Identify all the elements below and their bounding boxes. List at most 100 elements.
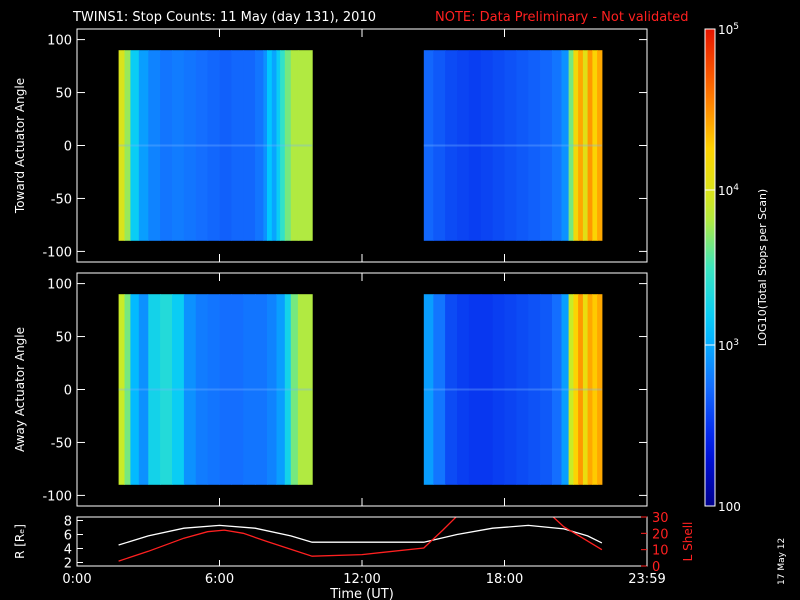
heatmap-column xyxy=(124,50,131,241)
lshell-series-line xyxy=(552,517,603,551)
heatmap-column xyxy=(468,294,482,485)
heatmap-column xyxy=(231,50,244,241)
toward-actuator-panel: 100 50 0 -50 -100 Toward Actuator Angle xyxy=(13,28,648,263)
y2-tick-label: 30 xyxy=(652,511,669,526)
heatmap-column xyxy=(297,294,313,485)
figure-title: TWINS1: Stop Counts: 11 May (day 131), 2… xyxy=(72,10,376,25)
heatmap-column xyxy=(138,294,149,485)
heatmap-column xyxy=(528,294,541,485)
heatmap-column xyxy=(516,294,529,485)
x-tick-label: 23:59 xyxy=(628,572,665,587)
heatmap-column xyxy=(540,50,553,241)
heatmap-column xyxy=(597,50,603,241)
y-axis-label: Toward Actuator Angle xyxy=(13,78,27,214)
y-tick-label: 4 xyxy=(64,543,72,558)
y-tick-label: 100 xyxy=(47,278,72,293)
zero-angle-stripe xyxy=(423,144,602,147)
away-actuator-panel: 100 50 0 -50 -100 Away Actuator Angle xyxy=(13,272,648,507)
heatmap-column xyxy=(492,50,505,241)
heatmap-column xyxy=(183,294,197,485)
heatmap-column xyxy=(219,294,232,485)
x-tick-label: 12:00 xyxy=(343,572,380,587)
heatmap-column xyxy=(207,294,220,485)
heatmap-column xyxy=(480,294,494,485)
colorbar-label: LOG10(Total Stops per Scan) xyxy=(756,189,769,346)
heatmap-column xyxy=(582,50,589,241)
heatmap-column xyxy=(528,50,541,241)
colorbar-tick-label: 103 xyxy=(718,338,739,353)
heatmap-column xyxy=(592,294,598,485)
heatmap-column xyxy=(267,294,277,485)
heatmap-column xyxy=(255,50,264,241)
heatmap-column xyxy=(578,294,584,485)
heatmap-column xyxy=(284,294,292,485)
y-tick-label: 50 xyxy=(55,87,72,102)
heatmap-column xyxy=(445,50,458,241)
y-axis-label: Away Actuator Angle xyxy=(13,327,27,452)
y-tick-label: 2 xyxy=(64,557,72,572)
heatmap-column xyxy=(573,294,579,485)
heatmap-column xyxy=(195,294,209,485)
y-tick-label: -100 xyxy=(42,489,72,504)
heatmap-column xyxy=(540,294,553,485)
y-axis-label: R [Rₑ] xyxy=(13,524,27,559)
lshell-series-line xyxy=(118,517,457,562)
heatmap-column xyxy=(280,50,286,241)
heatmap-column xyxy=(290,50,299,241)
heatmap-column xyxy=(276,50,281,241)
heatmap-column xyxy=(480,50,494,241)
heatmap-column xyxy=(568,50,574,241)
heatmap-column xyxy=(433,50,446,241)
heatmap-column xyxy=(552,50,562,241)
heatmap-column xyxy=(468,50,482,241)
heatmap-column xyxy=(297,50,313,241)
zero-angle-stripe xyxy=(118,388,313,391)
y-tick-label: 6 xyxy=(64,529,72,544)
heatmap-column xyxy=(433,294,446,485)
heatmap-column xyxy=(457,50,470,241)
x-tick-label: 18:00 xyxy=(486,572,523,587)
heatmap-column xyxy=(504,50,517,241)
heatmap-column xyxy=(148,294,161,485)
y2-axis-label: L Shell xyxy=(681,522,695,562)
heatmap-column xyxy=(183,50,197,241)
colorbar-tick-label: 104 xyxy=(718,183,739,198)
heatmap-column xyxy=(219,50,232,241)
heatmap-column xyxy=(276,294,286,485)
y-tick-label: 100 xyxy=(47,34,72,49)
heatmap-column xyxy=(195,50,209,241)
heatmap-column xyxy=(118,50,125,241)
heatmap-column xyxy=(457,294,470,485)
zero-angle-stripe xyxy=(118,144,313,147)
heatmap-column xyxy=(597,294,603,485)
heatmap-column xyxy=(243,294,256,485)
preliminary-note: NOTE: Data Preliminary - Not validated xyxy=(435,10,689,25)
y-tick-label: -50 xyxy=(51,192,72,207)
heatmap-column xyxy=(423,50,434,241)
heatmap-column xyxy=(445,294,458,485)
heatmap-column xyxy=(423,294,434,485)
y-tick-label: -50 xyxy=(51,436,72,451)
x-tick-label: 0:00 xyxy=(62,572,91,587)
heatmap-column xyxy=(231,294,244,485)
x-axis-label: Time (UT) xyxy=(329,587,394,600)
date-stamp: 17 May 12 xyxy=(777,538,787,585)
heatmap-column xyxy=(587,294,593,485)
heatmap-column xyxy=(573,50,579,241)
heatmap-column xyxy=(243,50,256,241)
heatmap-column xyxy=(504,294,517,485)
heatmap-column xyxy=(582,294,589,485)
heatmap-column xyxy=(160,294,173,485)
heatmap-column xyxy=(561,294,570,485)
zero-angle-stripe xyxy=(423,388,602,391)
heatmap-column xyxy=(267,50,273,241)
heatmap-column xyxy=(160,50,173,241)
heatmap-column xyxy=(516,50,529,241)
heatmap-column xyxy=(592,50,598,241)
colorbar-tick-label: 105 xyxy=(718,22,739,37)
heatmap-column xyxy=(255,294,268,485)
y-tick-label: -100 xyxy=(42,245,72,260)
colorbar-tick-label: 100 xyxy=(718,500,741,514)
y2-tick-label: 20 xyxy=(652,527,669,542)
